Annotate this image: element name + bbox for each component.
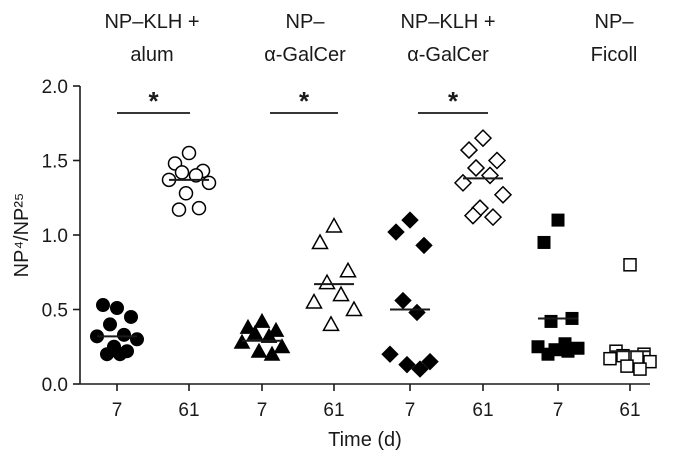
group-label: NP– <box>286 11 326 33</box>
x-axis-title: Time (d) <box>328 429 402 451</box>
group-label: alum <box>130 44 173 66</box>
circle-marker <box>181 145 197 161</box>
triangle-marker <box>253 312 271 328</box>
circle-marker <box>191 200 207 216</box>
diamond-marker <box>463 206 483 225</box>
x-tick-label: 61 <box>323 400 344 421</box>
circle-marker <box>178 186 194 201</box>
square-marker <box>620 359 634 373</box>
x-tick-label: 61 <box>178 400 199 421</box>
square-marker <box>623 258 637 272</box>
diamond-marker <box>453 173 473 192</box>
circle-marker <box>110 301 124 316</box>
triangle-marker <box>250 342 268 358</box>
diamond-marker <box>421 352 439 371</box>
circle-marker <box>113 347 127 362</box>
circle-marker <box>201 175 217 191</box>
diamond-marker <box>415 236 433 255</box>
circle-marker <box>96 298 110 313</box>
diamond-marker <box>487 151 507 170</box>
x-tick-label: 61 <box>472 400 493 421</box>
circle-marker <box>117 327 131 342</box>
x-tick-label: 7 <box>405 400 416 421</box>
y-tick-label: 2.0 <box>42 77 68 98</box>
triangle-marker <box>339 261 357 278</box>
group-label: α-GalCer <box>264 44 346 66</box>
circle-marker <box>171 202 187 217</box>
circle-marker <box>130 332 144 347</box>
triangle-marker <box>273 338 291 354</box>
diamond-marker <box>483 208 503 227</box>
circle-marker <box>103 317 117 332</box>
triangle-marker <box>263 345 281 361</box>
axes <box>73 85 650 391</box>
triangle-marker <box>267 321 285 337</box>
square-marker <box>531 340 545 354</box>
group-label: NP–KLH + <box>104 11 199 33</box>
data-marks <box>90 129 657 378</box>
triangle-marker <box>239 318 257 334</box>
significance-star: * <box>148 86 159 116</box>
y-tick-label: 0.0 <box>42 375 68 396</box>
x-tick-label: 7 <box>257 400 268 421</box>
x-tick-label: 7 <box>553 400 564 421</box>
diamond-marker <box>473 129 493 148</box>
y-tick-label: 1.5 <box>42 152 68 173</box>
triangle-marker <box>311 233 329 250</box>
triangle-marker <box>260 327 278 343</box>
triangle-marker <box>305 293 323 309</box>
significance-star: * <box>448 86 459 116</box>
diamond-marker <box>411 360 429 378</box>
labels: 0.0 0.5 1.0 1.5 2.0 7 61 7 61 7 61 7 61 Time (d) NP⁴/N… <box>11 11 641 451</box>
y-tick-label: 0.5 <box>42 301 68 322</box>
y-tick-label: 1.0 <box>42 226 68 247</box>
diamond-marker <box>398 355 416 374</box>
circle-marker <box>174 165 190 180</box>
square-marker <box>551 213 565 227</box>
diamond-marker <box>387 223 405 241</box>
circle-marker <box>188 168 204 183</box>
circle-marker <box>100 347 114 362</box>
diamond-marker <box>459 141 479 160</box>
square-marker <box>541 347 555 361</box>
diamond-marker <box>493 185 513 204</box>
triangle-marker <box>332 285 350 302</box>
square-marker <box>633 362 647 376</box>
significance-star: * <box>299 86 310 116</box>
group-label: α-GalCer <box>407 44 489 66</box>
y-axis-title: NP⁴/NP²⁵ <box>11 193 33 278</box>
triangle-marker <box>318 273 336 290</box>
group-label: NP– <box>595 11 635 33</box>
x-tick-label: 7 <box>112 400 123 421</box>
x-tick-label: 61 <box>619 400 640 421</box>
square-marker <box>561 344 575 358</box>
diamond-marker <box>466 158 486 178</box>
square-marker <box>643 354 657 369</box>
square-marker <box>603 351 617 366</box>
triangle-marker <box>325 217 343 233</box>
square-marker <box>544 314 558 328</box>
triangle-marker <box>345 300 363 317</box>
circle-marker <box>124 309 138 324</box>
diamond-marker <box>408 303 426 322</box>
triangle-marker <box>246 324 264 340</box>
diamond-marker <box>401 211 419 229</box>
group-label: Ficoll <box>591 44 638 66</box>
diamond-marker <box>480 166 500 185</box>
diamond-marker <box>381 345 399 363</box>
group-label: NP–KLH + <box>400 11 495 33</box>
triangle-marker <box>322 315 340 332</box>
diamond-marker <box>394 291 412 310</box>
square-marker <box>537 235 551 249</box>
